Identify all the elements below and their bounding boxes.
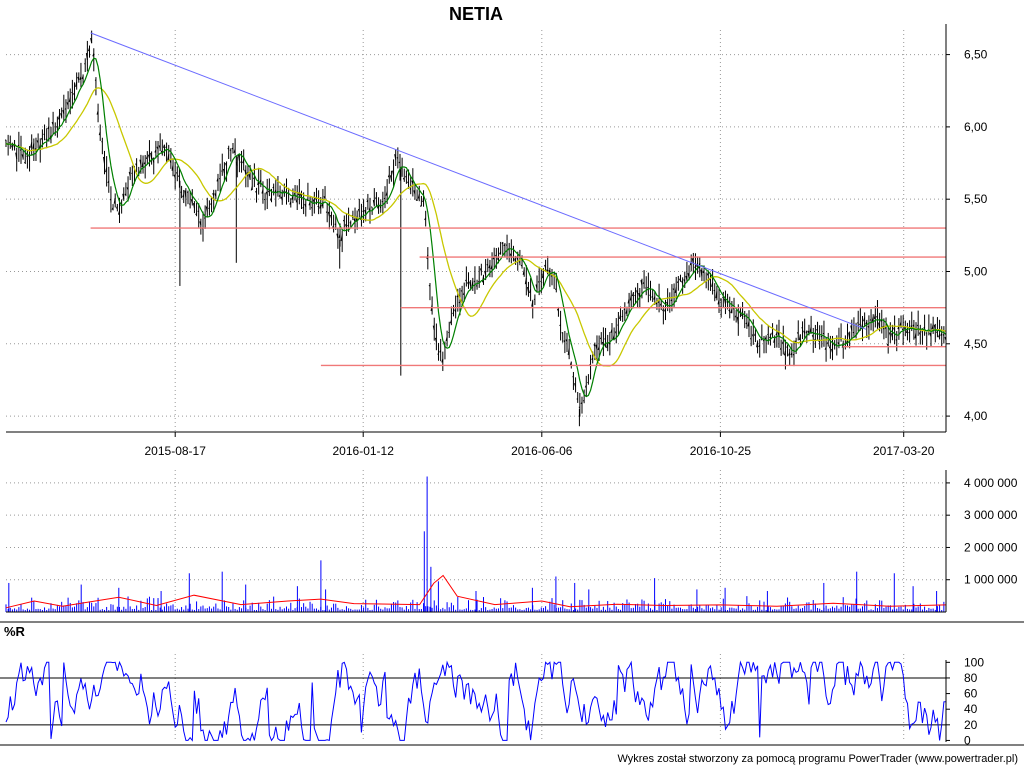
price-candle-tick bbox=[44, 134, 45, 135]
price-axes: 4,00 4,50 5,00 5,50 6,00 6,50 2015-08-17 2016-0… bbox=[6, 24, 988, 458]
date-tick-label: 2016-01-12 bbox=[333, 444, 395, 458]
price-candle-tick bbox=[911, 326, 912, 327]
volume-grid bbox=[6, 483, 946, 580]
price-candle-tick bbox=[495, 255, 496, 256]
price-candle-tick bbox=[110, 199, 111, 200]
price-candle-tick bbox=[650, 295, 651, 296]
moving-average-fast bbox=[6, 58, 946, 396]
price-candle-tick bbox=[943, 334, 944, 335]
price-candle-tick bbox=[870, 320, 871, 321]
price-candle-tick bbox=[896, 340, 897, 341]
price-candle-tick bbox=[924, 327, 925, 328]
price-candle-tick bbox=[622, 316, 623, 317]
date-tick-label: 2015-08-17 bbox=[145, 444, 207, 458]
price-overlays bbox=[6, 33, 946, 397]
price-tick-label: 4,50 bbox=[964, 337, 988, 351]
price-candle-tick bbox=[714, 290, 715, 291]
price-candle-tick bbox=[909, 332, 910, 333]
price-candle-tick bbox=[457, 296, 458, 297]
price-candle-tick bbox=[793, 354, 794, 355]
price-candle-tick bbox=[429, 285, 430, 286]
price-candle-tick bbox=[671, 300, 672, 301]
price-candle-tick bbox=[583, 400, 584, 401]
price-candle-tick bbox=[363, 211, 364, 212]
price-candle-tick bbox=[733, 308, 734, 309]
price-candle-tick bbox=[397, 157, 398, 158]
price-tick-label: 6,00 bbox=[964, 120, 988, 134]
price-candle-tick bbox=[624, 309, 625, 310]
price-candle-tick bbox=[459, 302, 460, 303]
price-candle-tick bbox=[228, 148, 229, 149]
price-candle-tick bbox=[350, 223, 351, 224]
price-grid bbox=[6, 30, 946, 742]
price-candle-tick bbox=[562, 332, 563, 333]
price-candle-tick bbox=[311, 207, 312, 208]
price-candle-tick bbox=[750, 338, 751, 339]
volume-tick-label: 4 000 000 bbox=[964, 476, 1018, 490]
williams-r-line bbox=[6, 662, 946, 740]
williams-r-label: %R bbox=[4, 624, 26, 639]
volume-series bbox=[6, 476, 946, 612]
price-candle-tick bbox=[20, 150, 21, 151]
price-candle-tick bbox=[71, 92, 72, 93]
wr-tick-label: 80 bbox=[964, 671, 978, 685]
price-candle-tick bbox=[605, 339, 606, 340]
price-candle-tick bbox=[24, 162, 25, 163]
price-candle-tick bbox=[806, 332, 807, 333]
volume-tick-label: 3 000 000 bbox=[964, 508, 1018, 522]
price-candle-tick bbox=[502, 243, 503, 244]
price-candle-tick bbox=[802, 327, 803, 328]
price-candle-tick bbox=[453, 313, 454, 314]
williams-r-series bbox=[6, 662, 946, 740]
footer-credit: Wykres został stworzony za pomocą progra… bbox=[617, 753, 1018, 765]
price-candle-tick bbox=[465, 280, 466, 281]
wr-tick-label: 20 bbox=[964, 718, 978, 732]
chart-title: NETIA bbox=[449, 4, 503, 24]
price-candle-tick bbox=[487, 264, 488, 265]
price-tick-label: 5,00 bbox=[964, 264, 988, 278]
volume-tick-label: 2 000 000 bbox=[964, 540, 1018, 554]
volume-tick-label: 1 000 000 bbox=[964, 573, 1018, 587]
wr-tick-label: 40 bbox=[964, 702, 978, 716]
date-tick-label: 2016-06-06 bbox=[511, 444, 573, 458]
wr-tick-label: 60 bbox=[964, 687, 978, 701]
wr-tick-label: 100 bbox=[964, 655, 984, 669]
price-candle-tick bbox=[551, 275, 552, 276]
date-tick-label: 2016-10-25 bbox=[690, 444, 752, 458]
price-candle-tick bbox=[853, 332, 854, 333]
price-candle-tick bbox=[9, 142, 10, 143]
price-candle-tick bbox=[273, 187, 274, 188]
date-tick-label: 2017-03-20 bbox=[873, 444, 935, 458]
price-candle-tick bbox=[609, 343, 610, 344]
price-tick-label: 5,50 bbox=[964, 192, 988, 206]
price-tick-label: 4,00 bbox=[964, 409, 988, 423]
price-candle-tick bbox=[476, 286, 477, 287]
trend-line bbox=[91, 33, 867, 329]
price-candle-tick bbox=[335, 224, 336, 225]
price-tick-label: 6,50 bbox=[964, 48, 988, 62]
price-candle-tick bbox=[727, 301, 728, 302]
